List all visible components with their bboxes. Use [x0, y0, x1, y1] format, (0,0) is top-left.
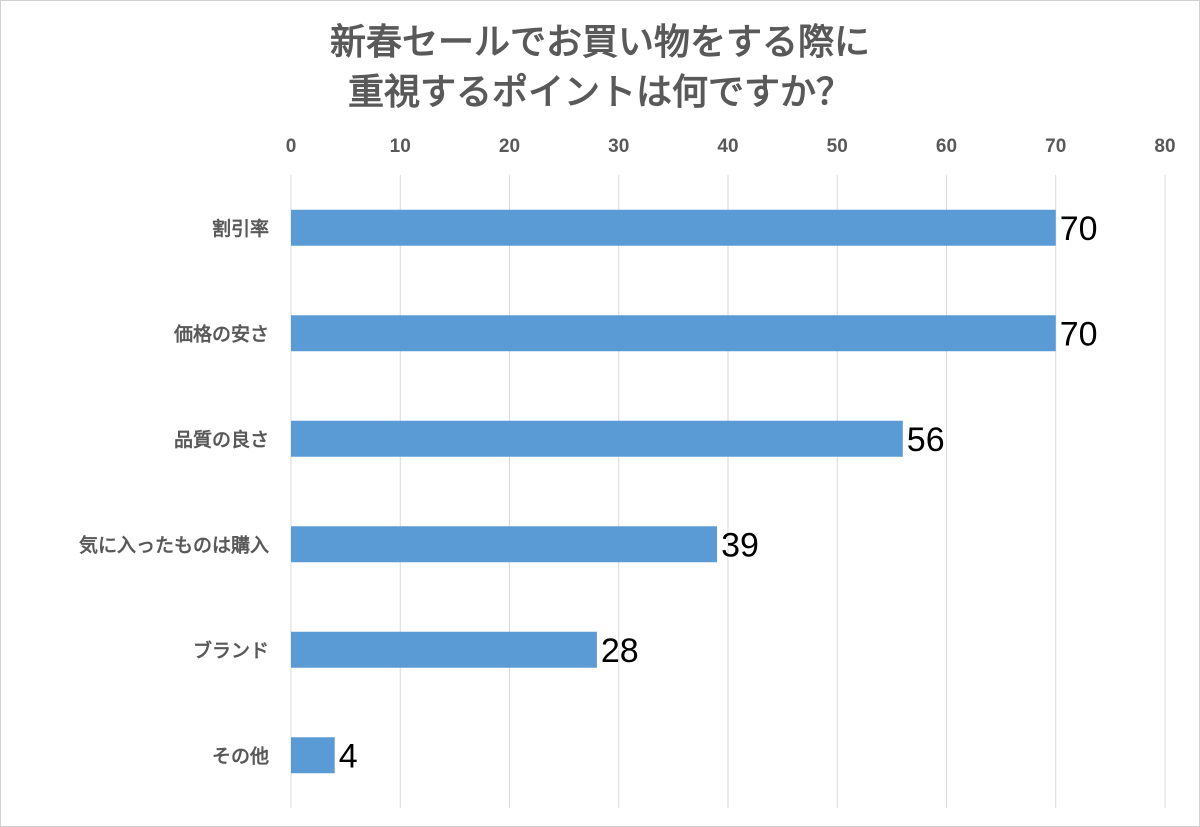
chart-title-line-2: 重視するポイントは何ですか？	[347, 72, 852, 113]
data-label: 70	[1060, 210, 1098, 248]
x-tick-label: 40	[717, 136, 738, 157]
x-tick-label: 0	[286, 136, 297, 157]
data-labels: 70 70 56 39 28 4	[339, 210, 1098, 776]
bars	[291, 209, 1056, 774]
data-label: 70	[1060, 315, 1098, 353]
bar	[291, 631, 597, 668]
x-tick-label: 20	[499, 136, 520, 157]
x-tick-label: 80	[1154, 136, 1175, 157]
bar	[291, 315, 1056, 352]
data-label: 56	[907, 421, 945, 459]
chart-title-line-1: 新春セールでお買い物をする際に	[329, 22, 870, 63]
x-axis-ticks: 0 10 20 30 40 50 60 70 80	[286, 136, 1176, 157]
chart-title: 新春セールでお買い物をする際に 重視するポイントは何ですか？	[0, 18, 1200, 118]
category-label: 気に入ったものは購入	[79, 533, 269, 556]
gridlines	[290, 175, 1166, 808]
category-label: ブランド	[193, 639, 269, 662]
bar	[291, 526, 718, 563]
category-label: 品質の良さ	[174, 428, 269, 451]
category-label: 割引率	[212, 217, 269, 240]
x-tick-label: 60	[936, 136, 957, 157]
category-label: その他	[212, 744, 269, 767]
category-label: 価格の安さ	[173, 322, 269, 345]
x-tick-label: 10	[390, 136, 411, 157]
data-label: 4	[339, 737, 358, 775]
bar	[291, 209, 1056, 246]
bar	[291, 737, 335, 774]
bar	[291, 420, 903, 457]
x-tick-label: 70	[1045, 136, 1066, 157]
x-tick-label: 30	[608, 136, 629, 157]
data-label: 39	[721, 526, 759, 564]
data-label: 28	[601, 632, 639, 670]
x-tick-label: 50	[827, 136, 848, 157]
